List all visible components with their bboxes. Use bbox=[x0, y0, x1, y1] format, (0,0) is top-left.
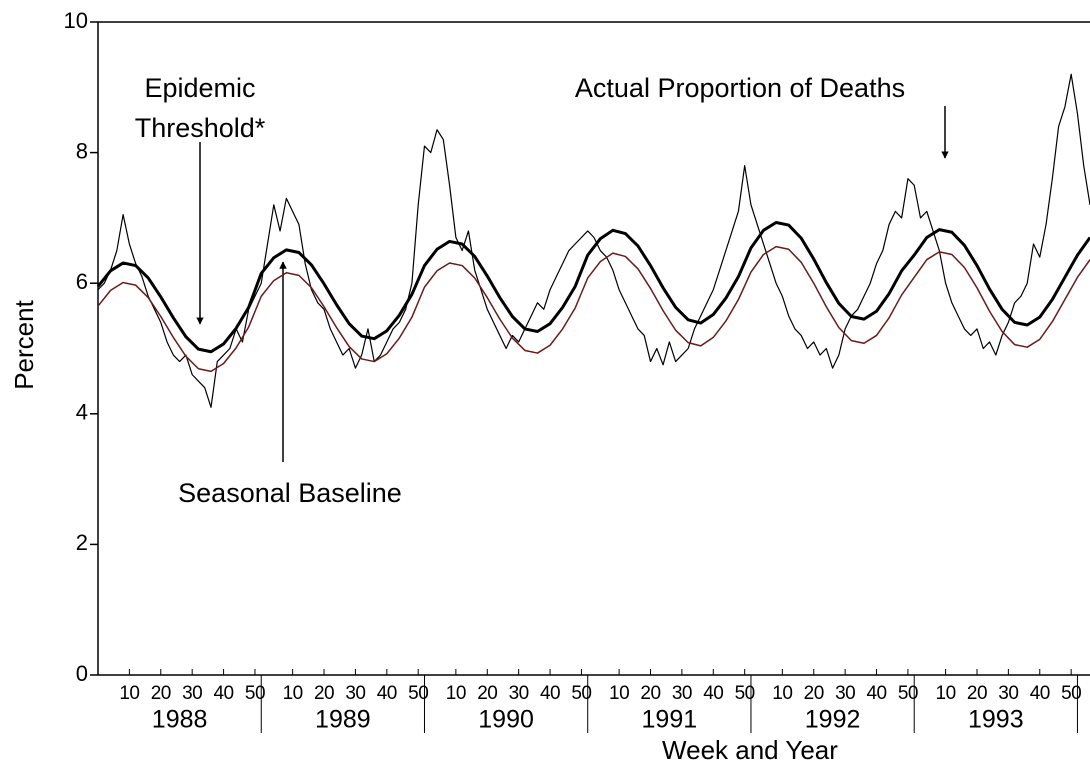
x-tick-label: 50 bbox=[1061, 683, 1081, 704]
x-tick-label: 30 bbox=[345, 683, 365, 704]
x-tick-label: 30 bbox=[672, 683, 692, 704]
x-tick-label: 50 bbox=[898, 683, 918, 704]
x-tick-label: 10 bbox=[446, 683, 466, 704]
x-tick-label: 10 bbox=[283, 683, 303, 704]
x-tick-label: 50 bbox=[571, 683, 591, 704]
year-label: 1990 bbox=[478, 706, 534, 734]
x-tick-label: 30 bbox=[509, 683, 529, 704]
x-tick-label: 30 bbox=[998, 683, 1018, 704]
x-tick-label: 10 bbox=[609, 683, 629, 704]
y-tick-label: 0 bbox=[76, 661, 88, 686]
actual-annotation: Actual Proportion of Deaths bbox=[574, 73, 906, 103]
y-tick-label: 6 bbox=[76, 269, 88, 294]
x-tick-label: 30 bbox=[835, 683, 855, 704]
y-tick-label: 4 bbox=[76, 400, 88, 425]
threshold-annotation: Epidemic Threshold* bbox=[134, 73, 266, 143]
x-tick-label: 20 bbox=[151, 683, 171, 704]
year-label: 1989 bbox=[315, 706, 371, 734]
baseline-annotation: Seasonal Baseline bbox=[178, 478, 402, 508]
x-tick-label: 10 bbox=[936, 683, 956, 704]
x-tick-label: 20 bbox=[640, 683, 660, 704]
x-tick-label: 40 bbox=[866, 683, 886, 704]
series-line bbox=[96, 220, 1090, 354]
x-tick-label: 50 bbox=[245, 683, 265, 704]
x-tick-label: 50 bbox=[408, 683, 428, 704]
x-tick-label: 30 bbox=[182, 683, 202, 704]
x-tick-label: 10 bbox=[119, 683, 139, 704]
x-tick-label: 50 bbox=[735, 683, 755, 704]
y-tick-label: 10 bbox=[64, 8, 88, 33]
x-axis-label: Week and Year bbox=[662, 735, 838, 765]
x-tick-label: 40 bbox=[377, 683, 397, 704]
year-label: 1993 bbox=[968, 706, 1024, 734]
x-tick-label: 10 bbox=[772, 683, 792, 704]
x-tick-label: 40 bbox=[1030, 683, 1050, 704]
x-tick-label: 40 bbox=[703, 683, 723, 704]
x-tick-label: 20 bbox=[967, 683, 987, 704]
x-tick-label: 20 bbox=[477, 683, 497, 704]
year-label: 1992 bbox=[805, 706, 861, 734]
y-tick-label: 2 bbox=[76, 530, 88, 555]
y-tick-label: 8 bbox=[76, 138, 88, 163]
y-axis-label: Percent bbox=[9, 299, 39, 389]
x-tick-label: 40 bbox=[213, 683, 233, 704]
x-tick-label: 20 bbox=[314, 683, 334, 704]
year-label: 1988 bbox=[152, 706, 208, 734]
x-tick-label: 20 bbox=[804, 683, 824, 704]
x-tick-label: 40 bbox=[540, 683, 560, 704]
year-label: 1991 bbox=[642, 706, 698, 734]
series-line bbox=[97, 245, 1090, 373]
